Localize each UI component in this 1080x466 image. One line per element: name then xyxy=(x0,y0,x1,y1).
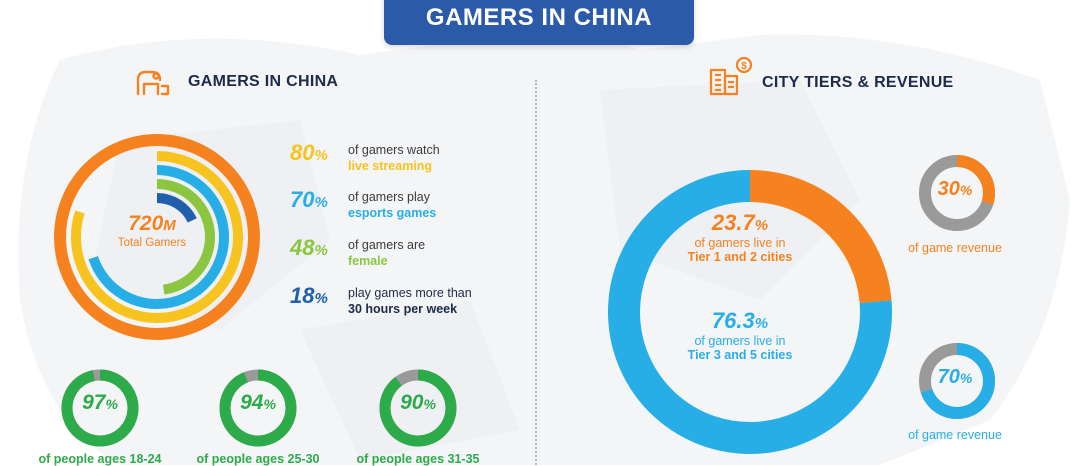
age-pct: 94 xyxy=(240,391,264,414)
right-section-title: CITY TIERS & REVENUE xyxy=(762,74,954,91)
radial-bar-3 xyxy=(156,179,215,295)
tier-slice-1 xyxy=(749,170,892,304)
age-donut-value-2 xyxy=(219,369,297,447)
stat-emphasis: live streaming xyxy=(348,159,433,173)
page-title-banner: GAMERS IN CHINA xyxy=(384,0,694,45)
revenue-pct: 30 xyxy=(937,178,960,200)
revenue-70-donut-value xyxy=(920,343,995,419)
stat-hours-per-week: 18% play games more than 30 hours per wee… xyxy=(290,283,472,316)
revenue-30-value: 30% xyxy=(937,178,973,200)
stat-emphasis: esports games xyxy=(348,206,437,220)
stat-esports: 70% of gamers play esports games xyxy=(290,187,437,220)
total-gamers-label: 720M Total Gamers xyxy=(92,212,212,249)
city-buildings-revenue-icon: $ xyxy=(709,56,752,96)
left-section-title: GAMERS IN CHINA xyxy=(188,73,339,90)
tier-3-5-text: 76.3% of gamers live in Tier 3 and 5 cit… xyxy=(660,308,820,362)
tier-pct: 76.3 xyxy=(711,308,755,333)
tier-line: of gamers live in xyxy=(694,236,786,250)
age-31-35-value: 90% xyxy=(400,391,436,414)
tier-emphasis: Tier 1 and 2 cities xyxy=(687,250,793,264)
left-section-header: GAMERS IN CHINA xyxy=(132,66,338,98)
revenue-70-label: of game revenue xyxy=(908,428,1002,442)
tier-pct: 23.7 xyxy=(711,210,755,235)
age-donut-value-1 xyxy=(61,369,139,447)
total-gamers-value: 720 xyxy=(128,212,164,235)
stat-value: 80 xyxy=(290,140,315,165)
radial-bar-2 xyxy=(88,165,229,309)
age-pct: 97 xyxy=(82,391,106,414)
revenue-30-label: of game revenue xyxy=(908,241,1002,255)
stat-line: of gamers are xyxy=(348,238,426,252)
stat-line: of gamers play xyxy=(348,190,430,204)
tier-emphasis: Tier 3 and 5 cities xyxy=(687,348,793,362)
stat-value: 48 xyxy=(290,235,315,260)
stat-emphasis: female xyxy=(348,254,388,268)
age-18-24-value: 97% xyxy=(82,391,118,414)
radial-bar-1 xyxy=(71,151,243,323)
revenue-pct: 70 xyxy=(937,366,960,388)
age-pct: 90 xyxy=(400,391,424,414)
stat-line: of gamers watch xyxy=(348,143,440,157)
stat-line: play games more than xyxy=(348,286,472,300)
total-gamers-caption: Total Gamers xyxy=(117,237,187,249)
right-section-header: $ CITY TIERS & REVENUE xyxy=(708,56,954,96)
radial-outer-ring xyxy=(54,134,260,340)
page-title: GAMERS IN CHINA xyxy=(425,4,653,31)
age-25-30-label: of people ages 25-30 xyxy=(196,452,320,466)
total-gamers-unit: M xyxy=(163,217,176,234)
stat-value: 70 xyxy=(290,187,315,212)
tier-line: of gamers live in xyxy=(694,334,786,348)
tier-slice-2 xyxy=(608,170,892,454)
stat-live-streaming: 80% of gamers watch live streaming xyxy=(290,140,440,173)
gamer-chair-icon xyxy=(136,70,170,96)
revenue-70-value: 70% xyxy=(937,366,973,388)
section-divider xyxy=(535,80,537,465)
tier-1-2-text: 23.7% of gamers live in Tier 1 and 2 cit… xyxy=(660,210,820,264)
revenue-30-donut-value xyxy=(956,155,995,205)
age-25-30-value: 94% xyxy=(240,391,276,414)
stat-emphasis: 30 hours per week xyxy=(348,302,458,316)
age-31-35-label: of people ages 31-35 xyxy=(356,452,480,466)
stat-female: 48% of gamers are female xyxy=(290,235,426,268)
age-18-24-label: of people ages 18-24 xyxy=(38,452,162,466)
stat-value: 18 xyxy=(290,283,315,308)
age-donut-value-3 xyxy=(379,369,457,447)
svg-text:$: $ xyxy=(741,61,747,72)
radial-bar-4 xyxy=(156,193,197,223)
